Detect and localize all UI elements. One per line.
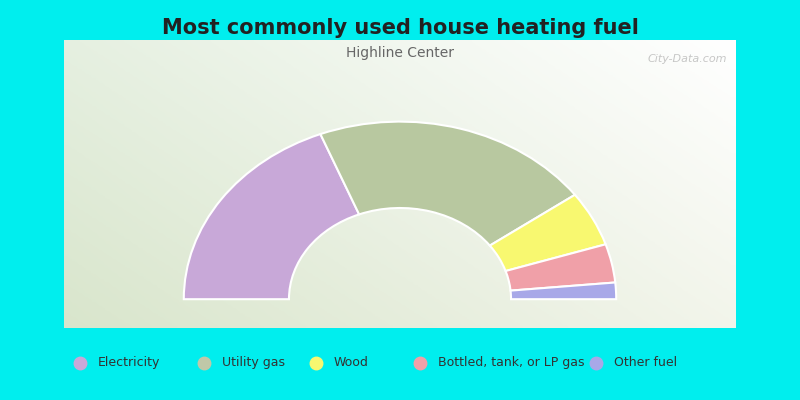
Text: City-Data.com: City-Data.com (648, 54, 727, 64)
Wedge shape (321, 122, 575, 246)
Text: Bottled, tank, or LP gas: Bottled, tank, or LP gas (438, 356, 584, 369)
Text: Electricity: Electricity (98, 356, 160, 369)
Wedge shape (510, 282, 616, 299)
Text: Most commonly used house heating fuel: Most commonly used house heating fuel (162, 18, 638, 38)
Text: Utility gas: Utility gas (222, 356, 285, 369)
Text: Other fuel: Other fuel (614, 356, 677, 369)
Text: Wood: Wood (334, 356, 369, 369)
Text: Highline Center: Highline Center (346, 46, 454, 60)
Wedge shape (184, 134, 359, 299)
Wedge shape (506, 244, 615, 291)
Wedge shape (490, 195, 606, 271)
